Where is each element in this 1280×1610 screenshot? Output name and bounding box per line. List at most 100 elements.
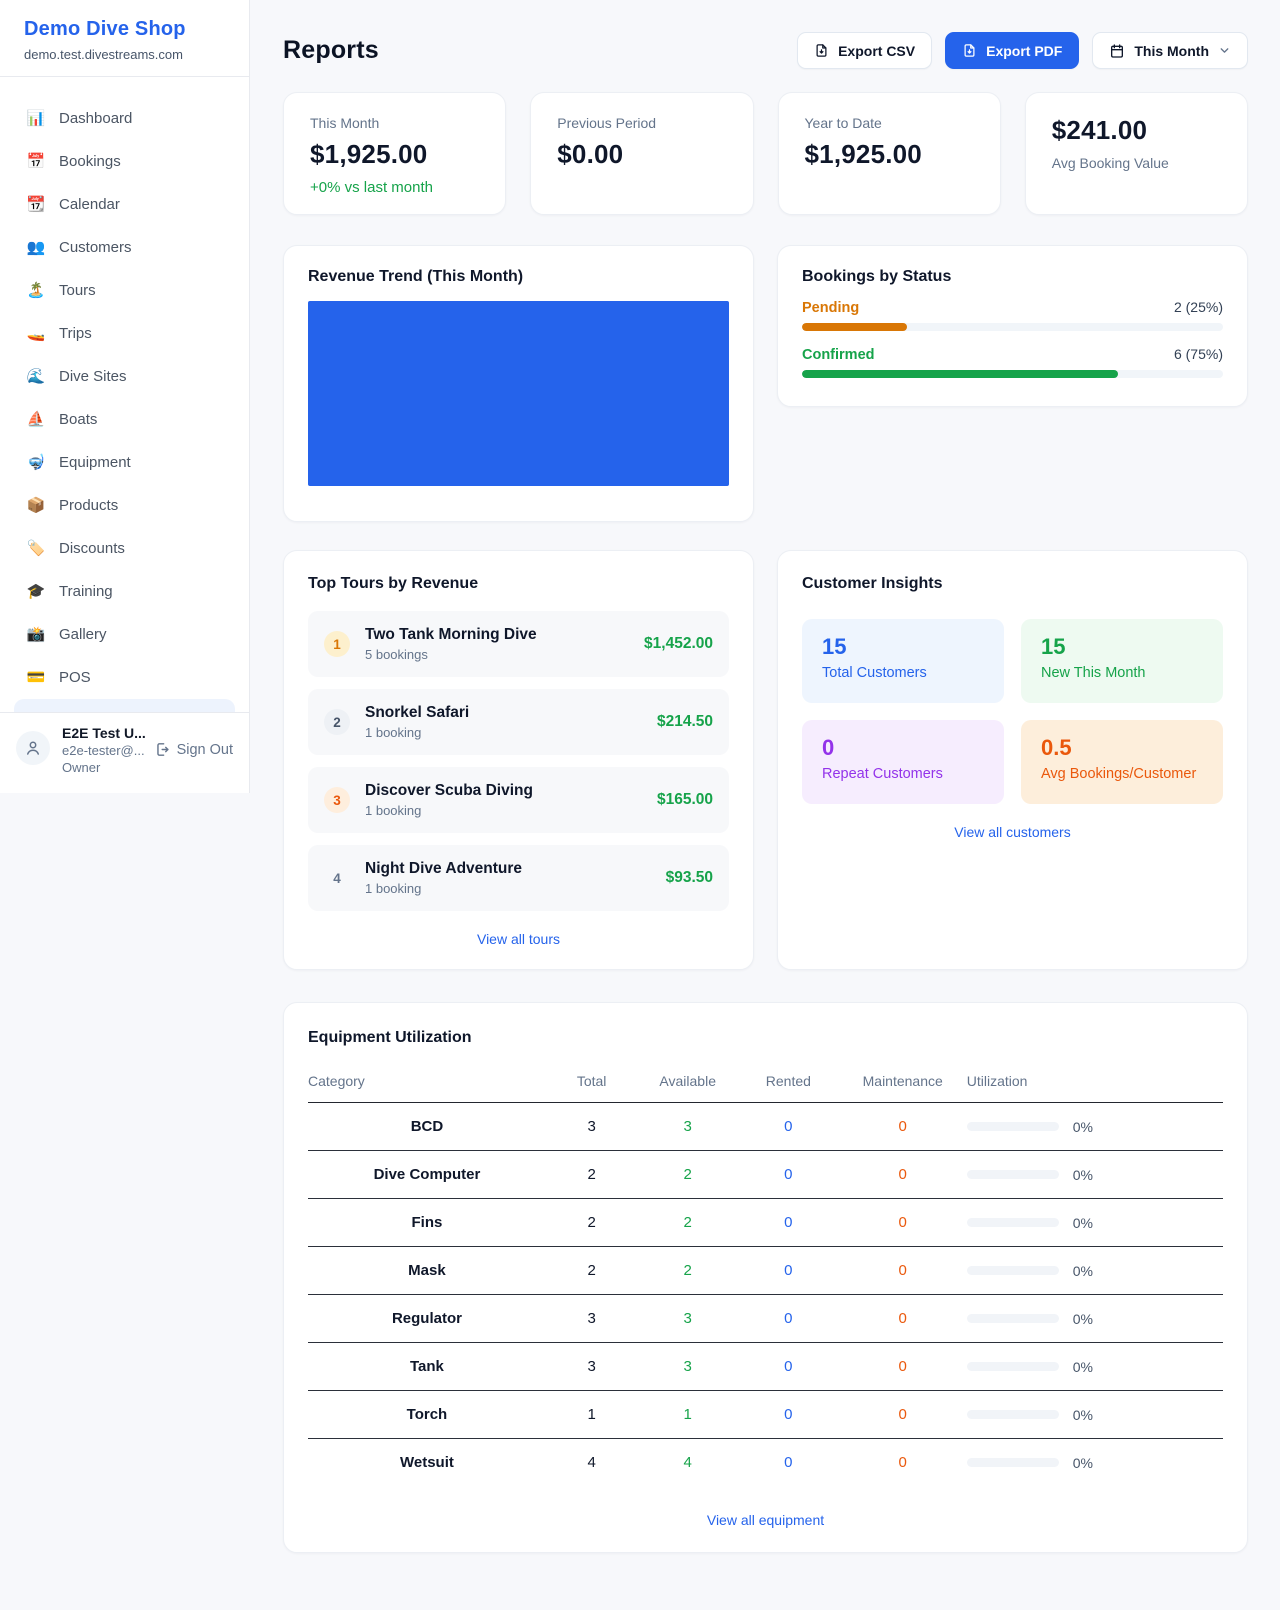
export-pdf-button[interactable]: Export PDF (945, 32, 1080, 69)
sailboat-icon: ⛵ (26, 410, 46, 428)
sidebar-item-discounts[interactable]: 🏷️ Discounts (12, 527, 237, 569)
sidebar-item-label: Bookings (59, 152, 121, 170)
charts-row: Revenue Trend (This Month) Bookings by S… (283, 245, 1248, 522)
status-row-confirmed: Confirmed 6 (75%) (802, 346, 1223, 378)
sidebar-item-label: Gallery (59, 625, 107, 643)
cell-rented: 0 (784, 1454, 793, 1471)
tour-name: Discover Scuba Diving (365, 782, 533, 799)
period-select[interactable]: This Month (1092, 32, 1248, 69)
sidebar-item-equipment[interactable]: 🤿 Equipment (12, 441, 237, 483)
cell-total: 3 (545, 1342, 638, 1391)
stat-card-this-month: This Month $1,925.00 +0% vs last month (283, 92, 507, 215)
sidebar-item-trips[interactable]: 🚤 Trips (12, 312, 237, 354)
utilization-bar (966, 1362, 1059, 1371)
sidebar-item-dive-sites[interactable]: 🌊 Dive Sites (12, 355, 237, 397)
sidebar-nav: 📊 Dashboard 📅 Bookings 📆 Calendar 👥 Cust… (0, 77, 249, 712)
cell-category: Tank (308, 1342, 546, 1391)
cell-rented: 0 (738, 1102, 839, 1151)
avatar (16, 731, 50, 765)
cell-maintenance: 0 (838, 1198, 967, 1247)
tour-amount: $93.50 (665, 869, 713, 886)
sidebar-item-bookings[interactable]: 📅 Bookings (12, 140, 237, 182)
tour-name: Snorkel Safari (365, 704, 470, 721)
cell-utilization: 0% (1072, 1454, 1093, 1471)
top-tours-card: Top Tours by Revenue 1 Two Tank Morning … (283, 550, 754, 970)
utilization-bar (966, 1266, 1059, 1275)
tour-row: 1 Two Tank Morning Dive 5 bookings $1,45… (308, 611, 729, 677)
table-header-row: Category Total Available Rented Maintena… (308, 1063, 1223, 1103)
sidebar-item-label: Equipment (59, 453, 131, 471)
cell-total: 3 (545, 1102, 638, 1151)
sidebar-item-training[interactable]: 🎓 Training (12, 570, 237, 612)
sidebar-item-boats[interactable]: ⛵ Boats (12, 398, 237, 440)
sidebar-item-customers[interactable]: 👥 Customers (12, 226, 237, 268)
utilization-bar (966, 1410, 1059, 1419)
cell-category: Fins (308, 1198, 546, 1247)
user-info: E2E Test U... e2e-tester@... Owner (62, 723, 146, 775)
main-content: Reports Export CSV Export PDF (250, 0, 1280, 1553)
shop-domain: demo.test.divestreams.com (24, 47, 183, 62)
cell-maintenance: 0 (838, 1342, 967, 1391)
top-tours-title: Top Tours by Revenue (308, 575, 479, 592)
stat-value: $0.00 (557, 139, 624, 169)
sidebar-item-label: Training (59, 582, 113, 600)
insight-value: 0.5 (1041, 735, 1072, 760)
middle-row: Top Tours by Revenue 1 Two Tank Morning … (283, 550, 1248, 970)
view-all-equipment-link[interactable]: View all equipment (706, 1512, 825, 1528)
progress-track (802, 323, 1223, 331)
diving-mask-icon: 🤿 (26, 453, 46, 471)
insight-grid: 15 Total Customers 15 New This Month 0 R… (802, 619, 1223, 804)
export-csv-button[interactable]: Export CSV (797, 32, 933, 69)
package-icon: 📦 (26, 496, 46, 514)
cell-utilization: 0% (1072, 1214, 1093, 1231)
cell-maintenance: 0 (838, 1102, 967, 1151)
insight-tile-repeat-customers: 0 Repeat Customers (802, 720, 1004, 804)
cell-utilization: 0% (1072, 1358, 1093, 1375)
bookings-by-status-card: Bookings by Status Pending 2 (25%) C (777, 245, 1248, 407)
cell-maintenance: 0 (838, 1390, 967, 1439)
cell-category: Regulator (308, 1294, 546, 1343)
cell-utilization: 0% (1072, 1310, 1093, 1327)
graduation-cap-icon: 🎓 (26, 582, 46, 600)
progress-track (802, 370, 1223, 378)
view-all-customers-link[interactable]: View all customers (954, 824, 1071, 840)
utilization-bar (966, 1170, 1059, 1179)
progress-fill (802, 370, 1118, 378)
period-label: This Month (1134, 42, 1209, 59)
rank-badge: 3 (324, 787, 350, 813)
shop-name[interactable]: Demo Dive Shop (24, 18, 186, 40)
export-pdf-label: Export PDF (986, 42, 1063, 59)
sidebar-item-dashboard[interactable]: 📊 Dashboard (12, 97, 237, 139)
stat-delta: +0% vs last month (310, 179, 433, 196)
sidebar-item-pos[interactable]: 💳 POS (12, 656, 237, 698)
sidebar-item-reports-partial[interactable] (14, 699, 235, 712)
sidebar-item-tours[interactable]: 🏝️ Tours (12, 269, 237, 311)
stats-row: This Month $1,925.00 +0% vs last month P… (283, 92, 1248, 215)
tour-name: Two Tank Morning Dive (365, 626, 537, 643)
sidebar-item-label: Calendar (59, 195, 120, 213)
sidebar-item-gallery[interactable]: 📸 Gallery (12, 613, 237, 655)
export-csv-label: Export CSV (838, 42, 916, 59)
cell-utilization: 0% (1072, 1118, 1093, 1135)
revenue-trend-title: Revenue Trend (This Month) (308, 268, 524, 285)
cell-total: 4 (587, 1454, 596, 1471)
stat-label: Previous Period (557, 115, 657, 131)
sidebar-item-products[interactable]: 📦 Products (12, 484, 237, 526)
sidebar-item-label: Products (59, 496, 119, 514)
tour-bookings: 1 booking (365, 881, 422, 896)
file-download-icon (964, 44, 975, 57)
sidebar-item-label: Tours (59, 281, 96, 299)
cell-rented: 0 (738, 1294, 839, 1343)
cell-total: 2 (545, 1198, 638, 1247)
sign-out-button[interactable]: Sign Out (153, 723, 233, 758)
table-row: BCD 3 3 0 0 0% (308, 1102, 1223, 1151)
progress-fill (802, 323, 908, 331)
table-row: Wetsuit 4 4 0 0 0% (308, 1439, 1223, 1487)
sidebar-header: Demo Dive Shop demo.test.divestreams.com (0, 0, 249, 77)
cell-available: 3 (637, 1294, 739, 1343)
sidebar-item-calendar[interactable]: 📆 Calendar (12, 183, 237, 225)
tour-amount: $165.00 (656, 791, 713, 808)
view-all-tours-link[interactable]: View all tours (476, 931, 560, 947)
rank-badge: 2 (324, 709, 350, 735)
